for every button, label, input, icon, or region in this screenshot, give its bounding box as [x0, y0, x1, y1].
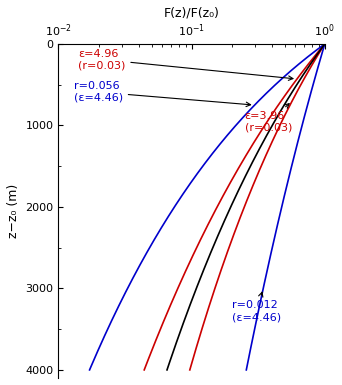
X-axis label: F(z)/F(z₀): F(z)/F(z₀)	[164, 7, 220, 20]
Text: ε=3.96
(r=0.03): ε=3.96 (r=0.03)	[245, 104, 292, 133]
Text: r=0.012
(ε=4.46): r=0.012 (ε=4.46)	[232, 292, 281, 322]
Y-axis label: z−z₀ (m): z−z₀ (m)	[7, 184, 20, 238]
Text: ε=4.96
(r=0.03): ε=4.96 (r=0.03)	[78, 49, 293, 80]
Text: r=0.056
(ε=4.46): r=0.056 (ε=4.46)	[74, 81, 251, 107]
